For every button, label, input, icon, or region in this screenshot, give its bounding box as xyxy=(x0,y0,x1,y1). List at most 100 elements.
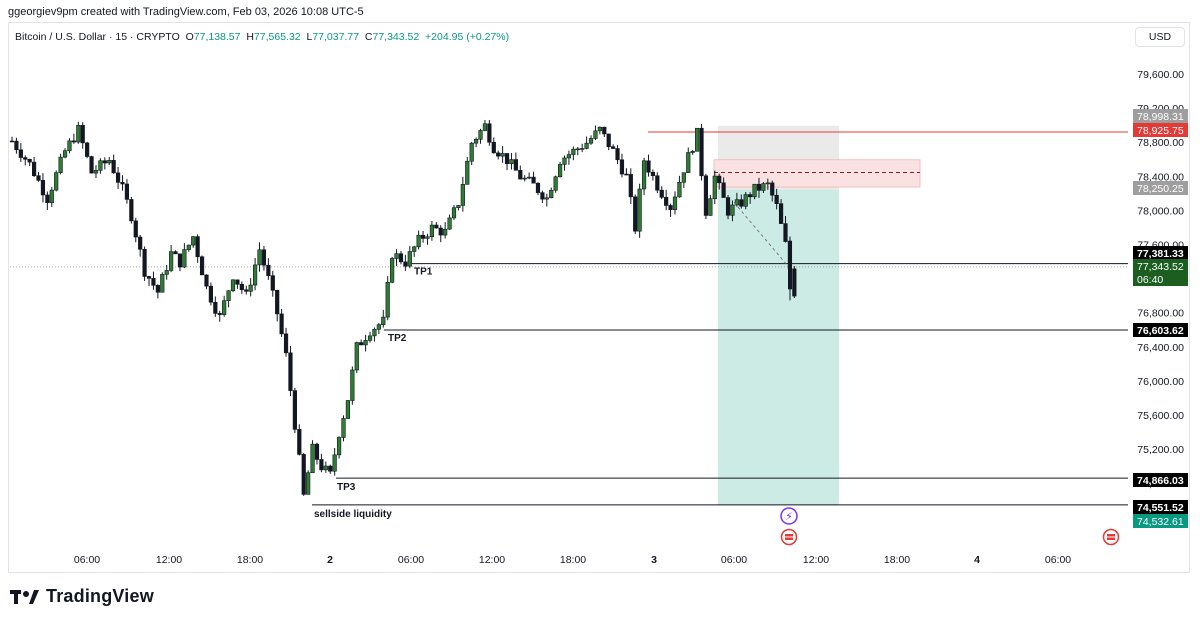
candle-body xyxy=(169,251,174,271)
candle-body xyxy=(14,140,19,151)
candle-body xyxy=(730,204,735,216)
candle-body xyxy=(712,175,717,200)
candle-body xyxy=(615,148,620,161)
candle-body xyxy=(465,160,470,185)
candle-body xyxy=(496,152,501,157)
candle-body xyxy=(213,301,218,314)
candle-body xyxy=(743,194,748,207)
candle-body xyxy=(80,125,85,144)
y-tick-label: 76,000.00 xyxy=(1137,376,1184,388)
candle-body xyxy=(447,217,452,230)
candle-body xyxy=(319,459,324,471)
price-axis-label: 76,603.62 xyxy=(1137,325,1184,337)
candle-body xyxy=(641,160,647,190)
price-axis-label-bg xyxy=(1133,246,1188,260)
x-tick-label: 06:00 xyxy=(398,554,424,566)
candle-body xyxy=(385,282,390,318)
candle-body xyxy=(323,465,328,471)
supply-zone xyxy=(713,159,921,188)
y-tick-label: 75,200.00 xyxy=(1137,444,1184,456)
y-tick-label: 78,400.00 xyxy=(1137,171,1184,183)
candle-body xyxy=(416,234,421,248)
price-axis-label: 74,532.61 xyxy=(1137,516,1184,528)
candle-body xyxy=(102,160,107,164)
candle-body xyxy=(160,274,165,293)
currency-button[interactable]: USD xyxy=(1135,27,1185,47)
candle-body xyxy=(314,443,320,460)
candle-body xyxy=(690,150,695,153)
candle-body xyxy=(774,194,779,204)
x-tick-label: 06:00 xyxy=(721,554,747,566)
candle-body xyxy=(18,149,23,158)
candle-body xyxy=(783,223,788,242)
candle-body xyxy=(341,418,346,438)
candle-body xyxy=(58,156,63,173)
candle-body xyxy=(580,148,585,150)
candle-body xyxy=(566,154,572,159)
candle-body xyxy=(155,285,160,293)
candle-body xyxy=(394,253,399,259)
price-axis-label-bg xyxy=(1133,473,1188,487)
candle-body xyxy=(230,279,236,292)
legend-symbol[interactable]: Bitcoin / U.S. Dollar · 15 · CRYPTO xyxy=(15,31,180,43)
price-axis-label-bg xyxy=(1133,514,1188,528)
candle-body xyxy=(686,152,691,173)
price-axis-label: 74,551.52 xyxy=(1137,502,1184,514)
y-tick-label: 75,600.00 xyxy=(1137,410,1184,422)
candle-body xyxy=(456,205,461,208)
candle-body xyxy=(142,248,147,277)
candle-body xyxy=(297,429,302,455)
candle-body xyxy=(571,148,576,155)
candle-body xyxy=(650,171,655,177)
x-tick-label: 18:00 xyxy=(560,554,586,566)
candle-body xyxy=(390,258,395,283)
candle-body xyxy=(535,182,541,193)
candle-body xyxy=(146,276,152,279)
x-tick-label: 4 xyxy=(974,554,980,566)
candle-body xyxy=(253,264,258,286)
candle-body xyxy=(553,176,558,191)
candle-body xyxy=(76,125,81,143)
candle-body xyxy=(434,224,439,229)
candle-body xyxy=(584,142,589,149)
candle-body xyxy=(151,278,156,286)
legend-low: 77,037.77 xyxy=(312,31,360,43)
candle-body xyxy=(23,157,28,160)
chart-caption: ggeorgiev9pm created with TradingView.co… xyxy=(8,6,364,18)
candle-body xyxy=(544,197,549,200)
y-tick-label: 78,000.00 xyxy=(1137,205,1184,217)
candle-body xyxy=(752,183,757,198)
candle-body xyxy=(381,316,386,325)
candle-body xyxy=(345,400,351,419)
candle-body xyxy=(199,256,205,276)
candle-body xyxy=(624,173,629,176)
candle-body xyxy=(120,182,125,185)
candle-body xyxy=(761,183,766,191)
projection-line xyxy=(733,202,787,265)
candle-body xyxy=(473,138,479,144)
price-axis-label-bg xyxy=(1133,109,1188,123)
candle-body xyxy=(133,220,138,238)
candle-body xyxy=(270,275,275,291)
lightning-event-icon xyxy=(780,507,798,525)
candle-body xyxy=(306,472,311,495)
candle-body xyxy=(438,227,443,236)
candle-body xyxy=(89,156,94,174)
level-label: TP1 xyxy=(414,267,433,278)
candle-body xyxy=(527,176,532,179)
tradingview-logo[interactable]: TradingView xyxy=(10,586,154,607)
candle-body xyxy=(208,285,214,303)
candle-body xyxy=(182,249,187,268)
candle-body xyxy=(717,175,722,184)
candle-body xyxy=(597,126,602,132)
candle-body xyxy=(283,333,289,354)
tradingview-logo-icon xyxy=(10,589,39,604)
candle-body xyxy=(593,130,598,139)
candle-body xyxy=(328,465,333,472)
legend-high: 77,565.32 xyxy=(253,31,301,43)
candle-body xyxy=(186,244,191,250)
x-tick-label: 12:00 xyxy=(803,554,829,566)
candle-body xyxy=(500,153,505,157)
level-label: sellside liquidity xyxy=(314,509,392,520)
